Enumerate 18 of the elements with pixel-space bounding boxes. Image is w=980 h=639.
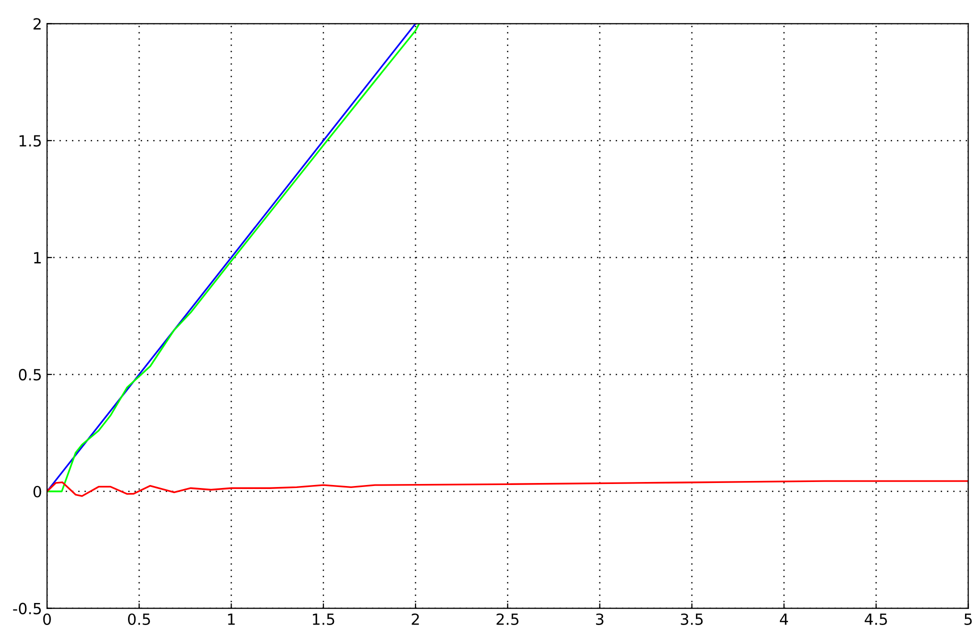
x-tick-label: 4: [780, 614, 788, 625]
y-tick-label: 1.5: [20, 135, 41, 147]
x-tick-label: 3.5: [680, 613, 703, 626]
x-tick-label: 2: [412, 613, 419, 625]
y-tick-label: 0: [33, 486, 42, 498]
y-tick-label: -0.5: [13, 602, 41, 614]
y-tick-label: 2: [34, 18, 41, 30]
x-tick-label: 1.5: [312, 614, 334, 626]
line-series: [47, 480, 968, 497]
x-tick-label: 1: [228, 614, 235, 625]
x-tick-label: 2.5: [496, 613, 518, 626]
y-tick-label: 1: [34, 252, 41, 264]
x-tick-label: 4.5: [864, 614, 887, 626]
x-tick-label: 5: [964, 614, 972, 626]
y-tick-label: 0.5: [18, 368, 41, 380]
x-tick-label: 3: [596, 613, 604, 626]
x-tick-label: 0.5: [128, 613, 150, 626]
x-tick-label: 0: [43, 613, 51, 626]
